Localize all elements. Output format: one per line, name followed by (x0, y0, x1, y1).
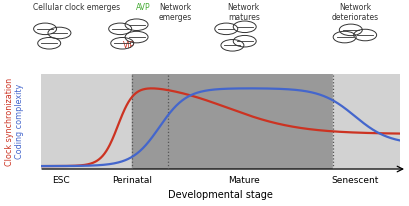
Text: Network
deteriorates: Network deteriorates (330, 3, 378, 22)
Bar (132, 74, 333, 169)
Text: Clock synchronization: Clock synchronization (4, 77, 13, 166)
Text: Network
matures: Network matures (227, 3, 259, 22)
Text: Mature: Mature (227, 176, 259, 185)
Text: Developmental stage: Developmental stage (168, 190, 272, 200)
Text: Senescent: Senescent (330, 176, 378, 185)
Text: Perinatal: Perinatal (112, 176, 152, 185)
Text: VIP: VIP (123, 41, 135, 50)
Text: Coding complexity: Coding complexity (15, 84, 24, 159)
Text: Network
emerges: Network emerges (159, 3, 192, 22)
Bar (333, 74, 399, 169)
Text: ESC: ESC (52, 176, 70, 185)
Text: Cellular clock emerges: Cellular clock emerges (33, 3, 120, 12)
Text: AVP: AVP (136, 3, 150, 12)
Bar (41, 74, 132, 169)
